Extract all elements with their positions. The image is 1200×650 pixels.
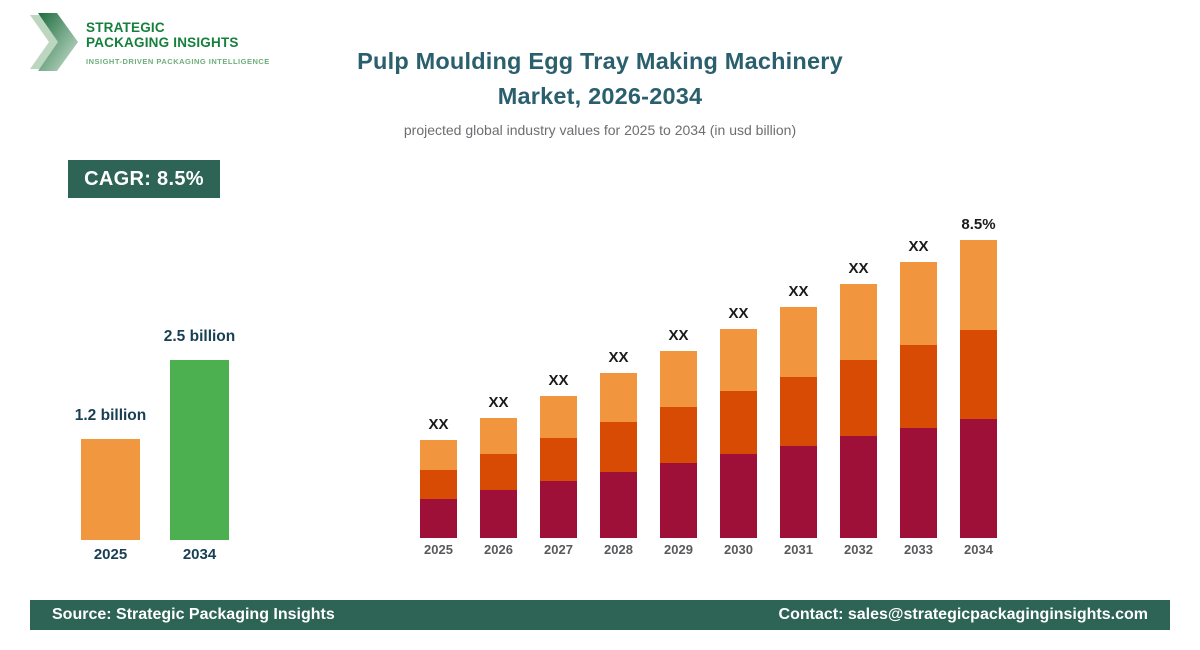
segment-middle-2029 (660, 407, 697, 463)
stacked-bar-column-2029: XX 2029 (660, 193, 697, 557)
segment-middle-2034 (960, 330, 997, 419)
segment-top-2026 (480, 418, 517, 454)
segment-top-2032 (840, 284, 877, 360)
bar-annotation-2028: XX (608, 349, 629, 366)
mini-year-label-2025: 2025 (93, 546, 128, 563)
segment-top-2027 (540, 396, 577, 438)
segment-top-2030 (720, 329, 757, 391)
stacked-bar-column-2033: XX 2033 (900, 193, 937, 557)
year-label-2027: 2027 (544, 542, 573, 557)
title-block: Pulp Moulding Egg Tray Making Machinery M… (230, 44, 970, 138)
cagr-badge: CAGR: 8.5% (68, 160, 220, 198)
segment-bottom-2030 (720, 454, 757, 538)
segment-middle-2032 (840, 360, 877, 436)
year-label-2026: 2026 (484, 542, 513, 557)
year-label-2034: 2034 (964, 542, 993, 557)
growth-summary-chart: 1.2 billion 2025 2.5 billion 2034 (74, 325, 236, 563)
segment-middle-2030 (720, 391, 757, 454)
page-title: Pulp Moulding Egg Tray Making Machinery M… (230, 44, 970, 114)
stacked-bar-column-2032: XX 2032 (840, 193, 877, 557)
stacked-bar-column-2028: XX 2028 (600, 193, 637, 557)
brand-name-line1: STRATEGIC (86, 20, 165, 35)
bar-annotation-2030: XX (728, 305, 749, 322)
stacked-bar-column-2026: XX 2026 (480, 193, 517, 557)
year-label-2032: 2032 (844, 542, 873, 557)
segment-top-2028 (600, 373, 637, 422)
chevron-logo-icon (30, 13, 78, 71)
page-subtitle: projected global industry values for 202… (403, 122, 797, 138)
brand-tagline: INSIGHT-DRIVEN PACKAGING INTELLIGENCE (86, 57, 270, 66)
segment-top-2025 (420, 440, 457, 470)
segment-bottom-2025 (420, 499, 457, 538)
segment-middle-2025 (420, 470, 457, 499)
bar-annotation-2034: 8.5% (961, 216, 996, 233)
segment-bottom-2029 (660, 463, 697, 538)
bar-annotation-2031: XX (788, 283, 809, 300)
segment-bottom-2034 (960, 419, 997, 538)
year-label-2028: 2028 (604, 542, 633, 557)
source-text: Source: Strategic Packaging Insights (52, 606, 335, 623)
segment-top-2029 (660, 351, 697, 407)
mini-bar-2034 (170, 360, 229, 540)
mini-value-label-2025: 1.2 billion (74, 407, 147, 424)
stacked-bar-column-2034: 8.5% 2034 (960, 193, 997, 557)
bar-annotation-2027: XX (548, 372, 569, 389)
segment-middle-2028 (600, 422, 637, 472)
footer-bar: Source: Strategic Packaging Insights Con… (30, 600, 1170, 630)
segment-middle-2027 (540, 438, 577, 481)
segment-middle-2031 (780, 377, 817, 446)
brand-logo-text: STRATEGIC PACKAGING INSIGHTS INSIGHT-DRI… (86, 13, 270, 66)
segment-top-2034 (960, 240, 997, 330)
stacked-bar-column-2027: XX 2027 (540, 193, 577, 557)
segment-bottom-2027 (540, 481, 577, 538)
year-label-2033: 2033 (904, 542, 933, 557)
bar-annotation-2033: XX (908, 238, 929, 255)
segment-bottom-2028 (600, 472, 637, 538)
segment-top-2031 (780, 307, 817, 377)
bar-annotation-2025: XX (428, 416, 449, 433)
segment-bottom-2032 (840, 436, 877, 538)
year-label-2031: 2031 (784, 542, 813, 557)
stacked-bar-column-2025: XX 2025 (420, 193, 457, 557)
mini-bar-2025 (81, 439, 140, 540)
brand-name-line2: PACKAGING INSIGHTS (86, 35, 239, 50)
projection-by-year-chart: XX 2025 XX 2026 XX 2027 XX 2028 XX 2029 XX 2030 XX 20… (420, 193, 997, 557)
stacked-bar-column-2031: XX 2031 (780, 193, 817, 557)
contact-email-link[interactable]: Contact: sales@strategicpackaginginsight… (778, 606, 1148, 623)
year-label-2029: 2029 (664, 542, 693, 557)
bar-annotation-2029: XX (668, 327, 689, 344)
year-label-2025: 2025 (424, 542, 453, 557)
segment-bottom-2033 (900, 428, 937, 538)
mini-value-label-2034: 2.5 billion (163, 328, 236, 345)
brand-logo: STRATEGIC PACKAGING INSIGHTS INSIGHT-DRI… (30, 13, 270, 71)
page-title-line1: Pulp Moulding Egg Tray Making Machinery (357, 48, 843, 74)
year-label-2030: 2030 (724, 542, 753, 557)
segment-top-2033 (900, 262, 937, 345)
page-title-line2: Market, 2026-2034 (497, 83, 703, 109)
segment-middle-2026 (480, 454, 517, 490)
segment-middle-2033 (900, 345, 937, 428)
mini-year-label-2034: 2034 (182, 546, 217, 563)
bar-annotation-2032: XX (848, 260, 869, 277)
segment-bottom-2026 (480, 490, 517, 538)
bar-annotation-2026: XX (488, 394, 509, 411)
stacked-bar-column-2030: XX 2030 (720, 193, 757, 557)
segment-bottom-2031 (780, 446, 817, 538)
